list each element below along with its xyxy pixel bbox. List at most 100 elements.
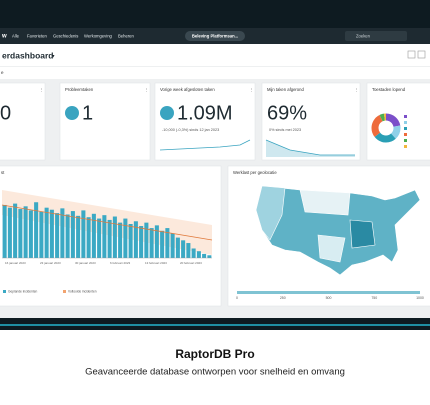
tab-bar (0, 67, 430, 79)
bar (70, 211, 75, 258)
logo: w (1, 34, 7, 40)
bar (44, 207, 49, 258)
caption-subtitle: Geavanceerde database ontworpen voor sne… (85, 367, 345, 378)
legend-tick-label: 500 (326, 296, 332, 300)
map-region (299, 189, 351, 216)
donut-legend-swatch (404, 121, 407, 124)
caption-area (0, 330, 430, 400)
card-icon (160, 106, 174, 120)
card-title: Toestaden lopend (372, 87, 406, 92)
bar (191, 248, 196, 258)
legend-label: Geplande incidenten (8, 289, 37, 293)
bar (13, 203, 18, 258)
x-tick-label: 20 februari 2023 (180, 261, 202, 265)
card-value: 1 (82, 102, 93, 124)
bar (154, 225, 159, 258)
card-menu[interactable]: ⋮ (249, 87, 254, 93)
nav-item[interactable]: Favorieten (27, 34, 47, 39)
bar (165, 228, 170, 258)
nav-item[interactable]: Beheren (118, 34, 135, 39)
search-box[interactable] (345, 31, 407, 41)
bar (7, 207, 12, 258)
bar (23, 206, 28, 258)
bar (55, 213, 60, 258)
donut-segment (371, 113, 401, 143)
bar (65, 214, 70, 258)
map-us (255, 185, 421, 276)
page-title: erdashboard (2, 50, 54, 60)
bar (18, 209, 23, 258)
bar (133, 221, 138, 258)
legend-tick-label: 750 (371, 296, 377, 300)
bar (76, 215, 81, 258)
bar (81, 210, 86, 258)
nav-item[interactable]: Werkomgeving (84, 34, 113, 39)
bar (112, 216, 117, 258)
donut-legend-swatch (404, 115, 407, 118)
x-tick-label: 23 januari 2023 (40, 261, 61, 265)
card-title: Vorige week afgesloten taken (160, 87, 215, 92)
bar (196, 251, 201, 258)
card-menu[interactable]: ⋮ (354, 87, 359, 93)
trend-line (265, 139, 355, 156)
accent-line (0, 324, 430, 326)
search[interactable]: Zoeken (356, 34, 371, 39)
legend-tick-label: 250 (280, 296, 286, 300)
trend-line (1, 204, 213, 241)
card-delta: -10,000 (-0,3%) sinds 12 jan 2023 (162, 128, 219, 132)
card-menu[interactable]: ⋮ (39, 87, 44, 93)
bar (149, 228, 154, 258)
sparkline (159, 139, 251, 151)
title-caret[interactable]: ▾ (52, 53, 55, 59)
bar (2, 204, 7, 258)
card-title: Werklast per geolocatie (233, 170, 277, 175)
card-title: Mijn taken afgerond (267, 87, 304, 92)
header (0, 44, 430, 66)
bar (91, 213, 96, 258)
x-tick-label: 13 februari 2023 (145, 261, 167, 265)
x-tick-label: 6 februari 2023 (110, 261, 131, 265)
bar (97, 218, 102, 258)
bar (60, 208, 65, 258)
bar (170, 233, 175, 258)
bar (49, 209, 54, 258)
trend-area (266, 140, 355, 157)
card-delta: 0% sinds mei 2023 (269, 128, 301, 132)
bar (118, 222, 123, 258)
workspace[interactable]: Beleving Platformsan... (192, 34, 238, 39)
bar (102, 215, 107, 258)
legend-scale (237, 291, 420, 294)
icon[interactable] (417, 50, 426, 59)
card-menu[interactable]: ⋮ (144, 87, 149, 93)
card (154, 82, 256, 161)
workspace-pill[interactable] (185, 31, 245, 41)
nav-item[interactable]: Alle (12, 34, 20, 39)
bar (86, 217, 91, 258)
bar (181, 240, 186, 258)
legend-swatch (63, 290, 66, 293)
tab[interactable]: e (1, 70, 4, 75)
legend-label: Voltooide incidenten (68, 289, 97, 293)
legend-swatch (3, 290, 6, 293)
bar (128, 224, 133, 258)
caption-title: RaptorDB Pro (175, 347, 254, 361)
card-value: 0 (0, 102, 11, 124)
card-value: 1.09M (177, 102, 233, 124)
bar (144, 222, 149, 258)
card (0, 82, 46, 161)
x-tick-label: 16 januari 2023 (5, 261, 26, 265)
card-icon (65, 106, 79, 120)
donut-segment (371, 113, 401, 143)
bar (202, 253, 207, 258)
icon[interactable] (407, 50, 416, 59)
map-region (255, 185, 286, 241)
legend-tick-label: 0 (236, 296, 238, 300)
card-value: 69% (267, 102, 307, 124)
bar (39, 211, 44, 258)
x-tick-label: 30 januari 2023 (75, 261, 96, 265)
nav-item[interactable]: Geschiedenis (53, 34, 78, 39)
bar (107, 219, 112, 258)
bar (28, 210, 33, 258)
donut-legend-swatch (404, 139, 407, 142)
bar (175, 237, 180, 258)
